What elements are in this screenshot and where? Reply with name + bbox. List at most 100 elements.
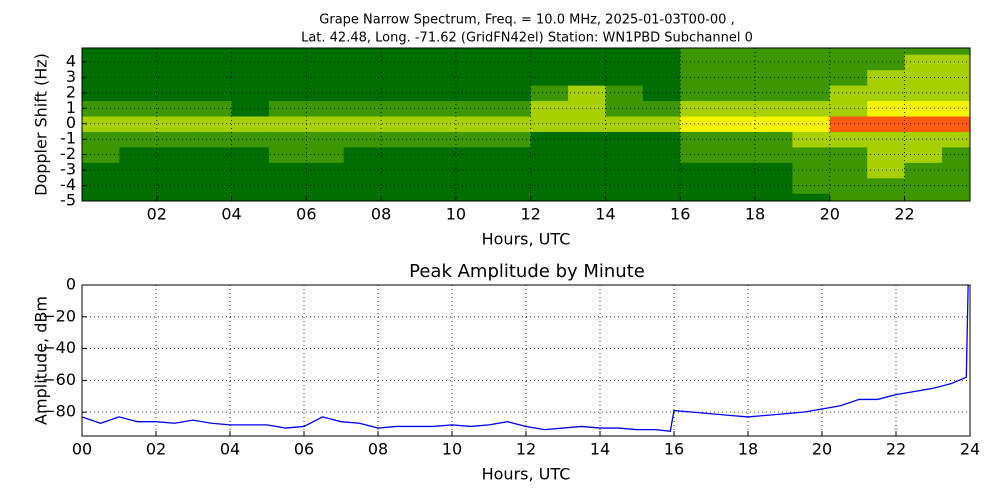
heat-cell — [82, 177, 120, 194]
x-tick-label: 20 — [812, 440, 832, 459]
heat-cell — [493, 48, 532, 55]
heat-cell — [867, 48, 906, 55]
heat-cell — [418, 69, 457, 86]
heat-cell — [530, 54, 569, 71]
heat-cell — [156, 85, 195, 102]
heat-cell — [493, 69, 532, 86]
heat-cell — [418, 131, 457, 148]
heat-cell — [194, 131, 233, 148]
heat-cell — [381, 69, 420, 86]
heat-cell — [829, 54, 868, 71]
heat-cell — [493, 162, 532, 179]
heat-cell — [755, 131, 793, 148]
heat-cell — [418, 116, 457, 132]
heat-cell — [642, 116, 681, 132]
heat-cell — [605, 116, 644, 132]
heat-cell — [717, 54, 756, 71]
x-tick-label: 18 — [745, 205, 765, 224]
heat-cell — [717, 162, 756, 179]
heat-cell — [904, 177, 943, 194]
heat-cell — [792, 193, 831, 201]
heat-cell — [941, 100, 970, 117]
heat-cell — [530, 116, 569, 132]
heat-cell — [156, 48, 195, 55]
x-tick-label: 06 — [294, 440, 314, 459]
heat-cell — [680, 85, 719, 102]
heat-cell — [194, 69, 233, 86]
heat-cell — [156, 116, 195, 132]
heat-cell — [194, 146, 233, 163]
heat-cell — [642, 177, 681, 194]
heat-cell — [568, 48, 606, 55]
heat-cell — [755, 85, 793, 102]
heat-cell — [493, 85, 532, 102]
heat-cell — [568, 131, 606, 148]
heat-cell — [568, 116, 606, 132]
y-tick-label: 3 — [66, 67, 76, 86]
heat-cell — [194, 100, 233, 117]
heat-cell — [755, 48, 793, 55]
heat-cell — [568, 193, 606, 201]
heat-cell — [530, 69, 569, 86]
heat-cell — [642, 69, 681, 86]
heat-cell — [605, 69, 644, 86]
heat-cell — [717, 48, 756, 55]
heat-cell — [568, 162, 606, 179]
heat-cell — [755, 116, 793, 132]
heat-cell — [156, 100, 195, 117]
heat-cell — [605, 85, 644, 102]
heat-cell — [156, 193, 195, 201]
heat-cell — [530, 131, 569, 148]
x-tick-label: 00 — [72, 440, 92, 459]
heat-cell — [306, 48, 345, 55]
heat-cell — [493, 100, 532, 117]
heat-cell — [904, 131, 943, 148]
heat-cell — [605, 100, 644, 117]
heat-cell — [829, 162, 868, 179]
heat-cell — [829, 48, 868, 55]
heat-cell — [530, 146, 569, 163]
heat-cell — [717, 85, 756, 102]
heat-cell — [156, 69, 195, 86]
heat-cell — [82, 193, 120, 201]
y-tick-label: −40 — [42, 338, 76, 357]
heat-cell — [829, 177, 868, 194]
heat-cell — [717, 177, 756, 194]
heat-cell — [306, 193, 345, 201]
heat-cell — [680, 177, 719, 194]
heat-cell — [904, 193, 943, 201]
x-tick-label: 06 — [296, 205, 316, 224]
heat-cell — [867, 193, 906, 201]
heat-cell — [829, 116, 868, 132]
heat-cell — [568, 100, 606, 117]
heat-cell — [605, 146, 644, 163]
y-tick-label: 2 — [66, 82, 76, 101]
heat-cell — [829, 146, 868, 163]
heat-cell — [605, 131, 644, 148]
heat-cell — [82, 131, 120, 148]
heat-cell — [792, 85, 831, 102]
heat-cell — [642, 100, 681, 117]
heat-cell — [194, 177, 233, 194]
heat-cell — [268, 54, 307, 71]
heat-cell — [680, 69, 719, 86]
heat-cell — [829, 193, 868, 201]
x-tick-label: 08 — [371, 205, 391, 224]
heat-cell — [268, 193, 307, 201]
heat-cell — [156, 131, 195, 148]
heat-cell — [755, 100, 793, 117]
heat-cell — [194, 116, 233, 132]
heat-cell — [941, 146, 970, 163]
heat-cell — [904, 54, 943, 71]
heat-cell — [268, 162, 307, 179]
heat-cell — [306, 85, 345, 102]
y-axis-label: Amplitude, dBm — [32, 296, 51, 425]
heat-cell — [568, 85, 606, 102]
heat-cell — [231, 193, 270, 201]
heat-cell — [642, 54, 681, 71]
heat-cell — [792, 116, 831, 132]
heat-cell — [381, 54, 420, 71]
heat-cell — [268, 85, 307, 102]
